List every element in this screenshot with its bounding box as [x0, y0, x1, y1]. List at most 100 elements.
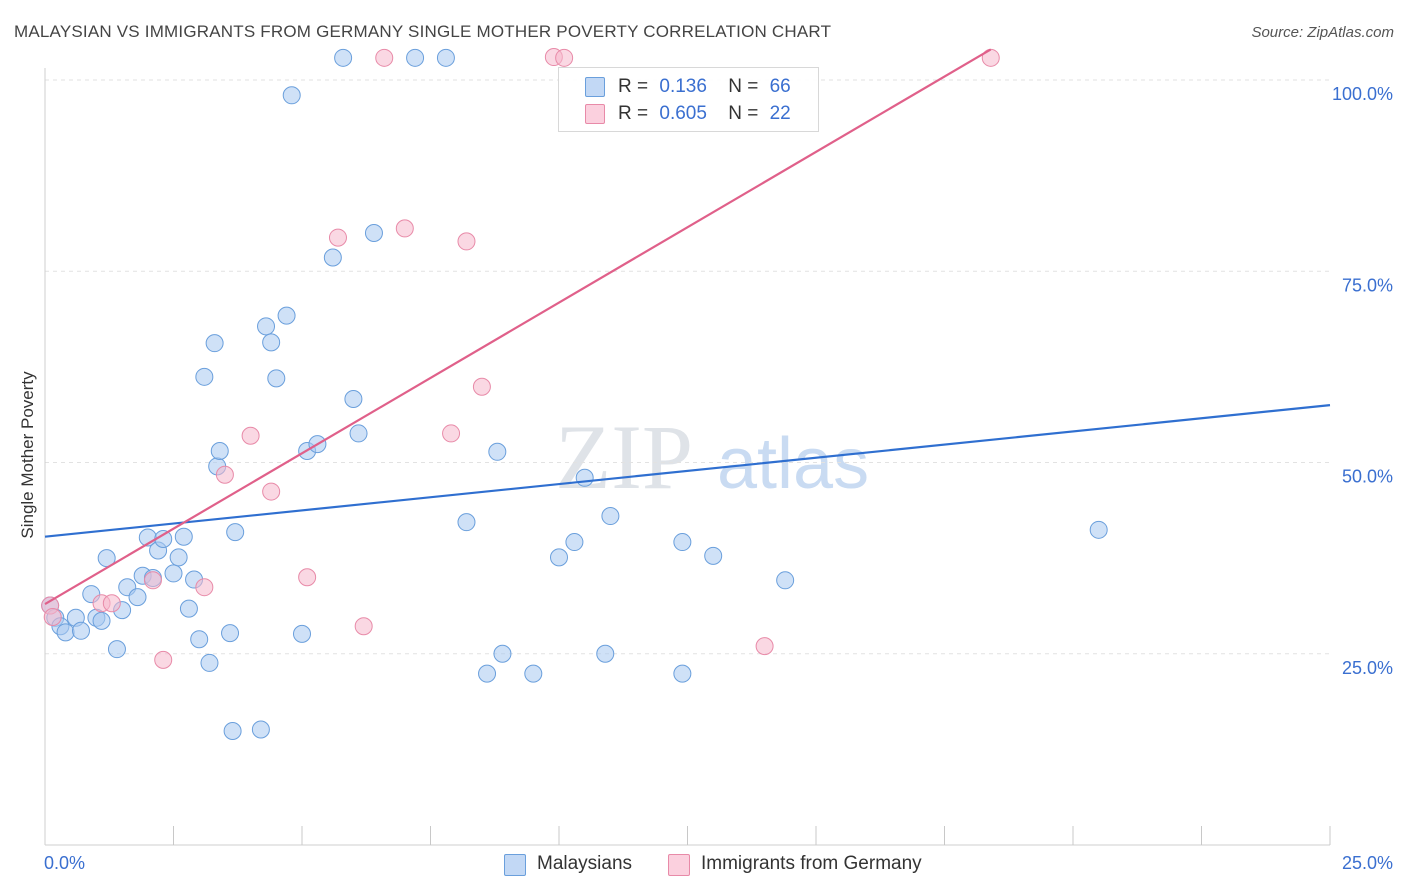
- malaysians-point-30: [221, 624, 240, 643]
- germany-point-10: [298, 568, 317, 587]
- malaysians-point-58: [601, 507, 620, 526]
- source-label: Source: ZipAtlas.com: [1251, 24, 1394, 41]
- malaysians-point-46: [364, 224, 383, 242]
- y-tick-label: 25.0%: [1342, 658, 1393, 678]
- germany-point-19: [555, 48, 574, 67]
- watermark-zip: ZIP: [555, 406, 693, 508]
- y-tick-label: 50.0%: [1342, 467, 1393, 487]
- malaysians-point-33: [251, 720, 270, 739]
- legend-swatch-germany: [585, 104, 605, 124]
- germany-point-13: [375, 48, 394, 67]
- germany-point-8: [241, 426, 260, 445]
- chart-title: MALAYSIAN VS IMMIGRANTS FROM GERMANY SIN…: [14, 22, 832, 41]
- malaysians-point-61: [704, 546, 723, 565]
- malaysians-point-25: [195, 367, 214, 386]
- n-label: N =: [728, 76, 759, 97]
- malaysians-point-47: [406, 48, 425, 67]
- malaysians-point-20: [169, 548, 188, 567]
- malaysians-point-55: [565, 533, 584, 552]
- x-tick-label-min: 0.0%: [44, 853, 85, 873]
- malaysians-point-26: [200, 653, 219, 672]
- malaysians-point-39: [293, 624, 311, 643]
- malaysians-point-53: [524, 664, 543, 683]
- stats-legend: R = 0.136 N = 66 R = 0.605 N = 22: [558, 67, 819, 132]
- malaysians-point-37: [277, 306, 296, 325]
- malaysians-point-44: [344, 390, 363, 409]
- germany-point-4: [143, 571, 162, 590]
- malaysians-point-42: [323, 248, 342, 267]
- n-value: 22: [769, 103, 791, 124]
- malaysians-trend-line: [44, 404, 1331, 538]
- watermark-atlas: atlas: [717, 424, 869, 504]
- germany-point-21: [981, 48, 1000, 67]
- germany-point-9: [262, 482, 281, 501]
- y-tick-label: 100.0%: [1332, 84, 1393, 104]
- malaysians-point-62: [776, 571, 795, 590]
- germany-point-16: [457, 232, 476, 251]
- watermark: ZIP atlas: [555, 406, 869, 508]
- malaysians-point-60: [673, 664, 692, 683]
- legend-swatch-germany: [668, 854, 690, 876]
- malaysians-point-38: [282, 86, 301, 105]
- malaysians-point-10: [107, 640, 126, 659]
- germany-point-1: [43, 608, 62, 627]
- germany-point-7: [215, 465, 234, 484]
- malaysians-point-29: [210, 442, 229, 461]
- y-axis-label: Single Mother Poverty: [18, 371, 37, 539]
- germany-point-15: [442, 424, 461, 443]
- malaysians-point-56: [575, 468, 594, 487]
- malaysians-point-24: [190, 630, 209, 649]
- malaysians-point-32: [226, 523, 245, 542]
- x-tick-label-max: 25.0%: [1342, 853, 1393, 873]
- legend-swatch-malaysians: [504, 854, 526, 876]
- malaysians-point-51: [488, 442, 507, 461]
- trend-lines: [44, 48, 1331, 605]
- germany-point-14: [395, 219, 414, 238]
- malaysians-point-52: [493, 644, 512, 663]
- malaysians-point-21: [174, 527, 193, 546]
- r-value: 0.605: [659, 103, 707, 124]
- malaysians-point-43: [334, 48, 353, 67]
- axes: [44, 68, 1331, 846]
- germany-point-17: [472, 377, 491, 396]
- germany-point-6: [195, 578, 214, 597]
- malaysians-point-5: [71, 621, 90, 640]
- legend-label-malaysians: Malaysians: [537, 853, 633, 874]
- malaysians-point-22: [179, 599, 198, 618]
- malaysians-point-63: [1089, 520, 1108, 539]
- malaysians-point-57: [596, 644, 615, 663]
- germany-point-3: [102, 594, 121, 613]
- legend-label-germany: Immigrants from Germany: [701, 853, 922, 874]
- malaysians-point-54: [550, 548, 568, 567]
- malaysians-point-59: [673, 533, 692, 552]
- malaysians-point-45: [349, 424, 368, 443]
- r-label: R =: [618, 103, 649, 124]
- malaysians-point-48: [436, 48, 455, 67]
- germany-point-20: [755, 637, 774, 656]
- malaysians-point-31: [223, 722, 242, 741]
- malaysians-point-49: [457, 513, 476, 532]
- legend-swatch-malaysians: [585, 77, 605, 97]
- malaysians-point-8: [92, 611, 111, 630]
- germany-point-12: [354, 617, 373, 636]
- malaysians-point-13: [128, 588, 147, 607]
- malaysians-point-27: [205, 334, 224, 353]
- n-value: 66: [769, 76, 791, 97]
- germany-point-11: [328, 228, 347, 247]
- malaysians-point-3: [56, 623, 75, 642]
- germany-trend-line: [44, 48, 992, 605]
- y-tick-label: 75.0%: [1342, 275, 1393, 295]
- malaysians-point-19: [164, 564, 183, 583]
- malaysians-point-34: [257, 317, 276, 336]
- malaysians-point-50: [478, 664, 497, 683]
- grid-lines: [45, 79, 1330, 655]
- r-label: R =: [618, 76, 649, 97]
- malaysians-point-35: [262, 333, 281, 352]
- n-label: N =: [728, 103, 759, 124]
- malaysians-point-36: [267, 369, 286, 388]
- germany-point-5: [154, 650, 173, 669]
- tick-labels: 25.0% 50.0% 75.0% 100.0% 0.0% 25.0%: [44, 84, 1393, 873]
- r-value: 0.136: [659, 76, 707, 97]
- data-points: [41, 48, 1108, 741]
